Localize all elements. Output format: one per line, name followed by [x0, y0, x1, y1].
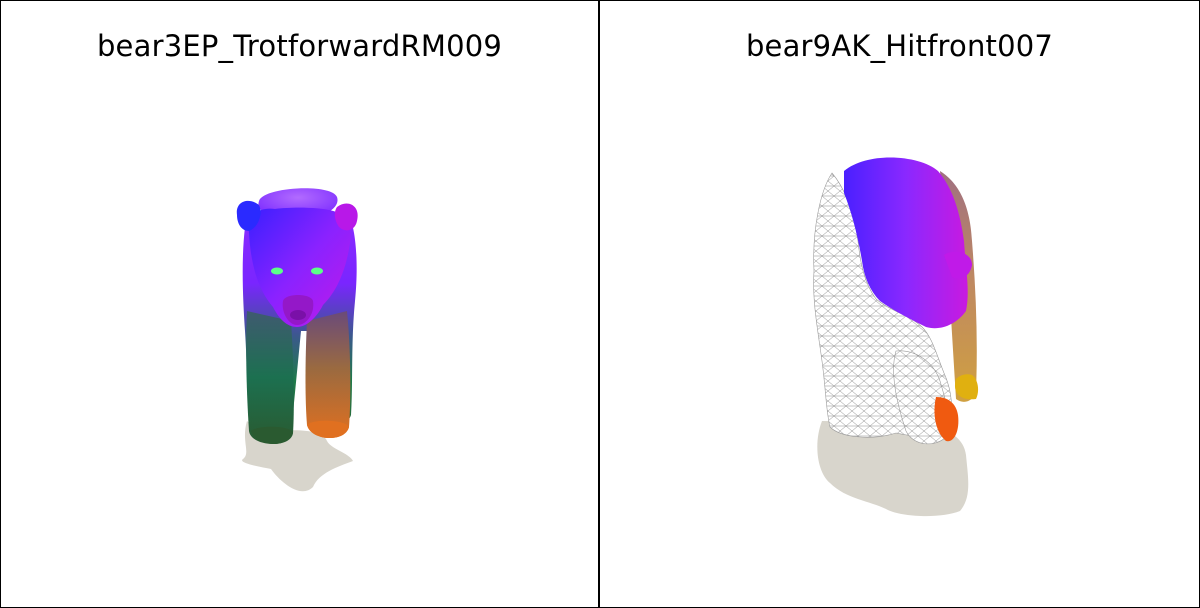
left-bear-front-leg-right	[305, 311, 351, 439]
left-bear-head	[248, 207, 351, 327]
left-panel: bear3EP_TrotforwardRM009	[1, 1, 600, 607]
right-bear-ear	[944, 251, 972, 279]
right-bear-front-paw	[934, 397, 959, 442]
left-bear-render	[236, 188, 358, 492]
left-bear-eye-right	[311, 267, 323, 275]
right-bear-back-paw	[954, 374, 979, 400]
left-bear-eye-left	[271, 267, 283, 275]
left-bear-paw-left	[251, 426, 293, 445]
right-bear-back	[844, 157, 968, 329]
left-bear-front-leg-left	[246, 311, 294, 445]
left-bear-ear-left	[236, 200, 261, 231]
right-panel-title: bear9AK_Hitfront007	[745, 29, 1054, 63]
left-bear-paw-right	[307, 420, 349, 439]
right-bear-render	[813, 157, 979, 517]
left-bear-snout	[282, 295, 314, 325]
left-bear-ear-right	[334, 203, 358, 231]
right-bear-shadow	[817, 421, 969, 517]
left-bear-nose	[290, 310, 306, 320]
left-panel-title: bear3EP_TrotforwardRM009	[96, 29, 503, 63]
right-panel: bear9AK_Hitfront007	[600, 1, 1199, 607]
